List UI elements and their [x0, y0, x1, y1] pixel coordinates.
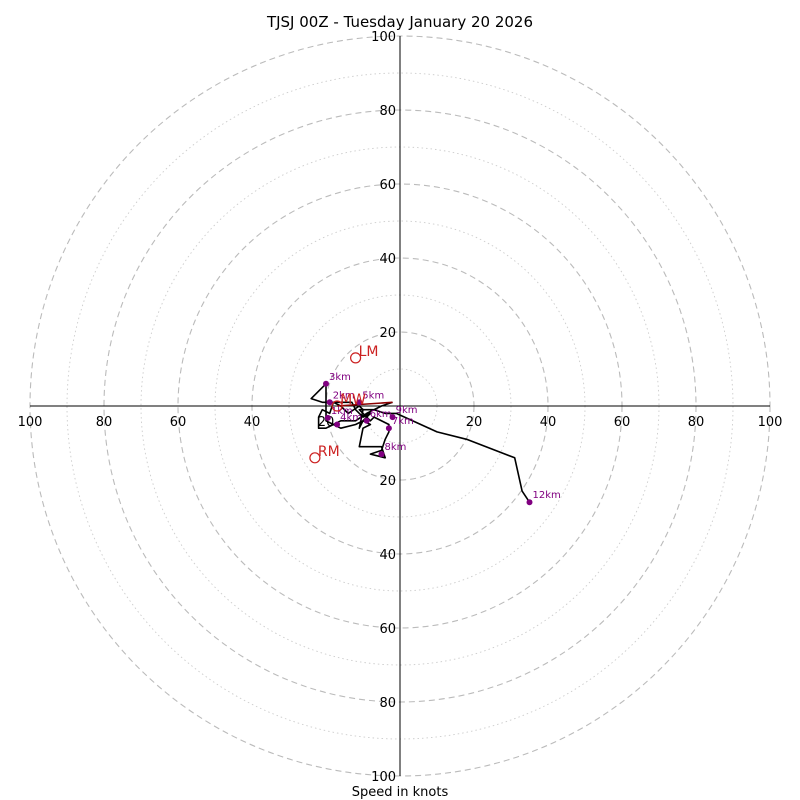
- height-marker-label: 5km: [362, 390, 384, 401]
- y-tick-label: 40: [379, 252, 396, 267]
- height-marker-dot: [526, 499, 533, 506]
- height-marker-dot: [326, 399, 333, 406]
- x-tick-label: 100: [758, 415, 783, 430]
- height-marker-label: 1km: [331, 406, 353, 417]
- height-marker-dot: [323, 380, 329, 387]
- storm-motion-label: RM: [318, 444, 340, 460]
- storm-motion-marker: [331, 400, 343, 412]
- height-marker-dot: [334, 421, 341, 428]
- height-marker-label: 3km: [329, 372, 351, 383]
- height-marker-label: 12km: [533, 490, 561, 501]
- height-marker-label: 6km: [370, 409, 392, 420]
- x-tick-label: 40: [540, 415, 557, 430]
- height-marker-label: 2km: [333, 390, 355, 401]
- storm-motion-label: MW: [340, 392, 366, 408]
- y-tick-label: 80: [379, 696, 396, 711]
- tick-labels: 100 80 60 40 20 20 40 60 80 100100806040202040608…: [18, 30, 783, 785]
- height-marker-dot: [389, 414, 396, 421]
- y-tick-label: 60: [379, 622, 396, 637]
- height-marker-dot: [378, 451, 385, 458]
- y-tick-label: 100: [371, 30, 396, 45]
- height-marker-dot: [356, 399, 363, 406]
- height-marker-label: 4km: [340, 413, 362, 424]
- y-tick-label: 20: [379, 474, 396, 489]
- y-tick-label: 80: [379, 104, 396, 119]
- hodograph-line: [310, 382, 531, 503]
- storm-motion-marker: [309, 452, 321, 464]
- chart-title: TJSJ 00Z - Tuesday January 20 2026: [266, 13, 533, 31]
- x-tick-label: 100: [18, 415, 43, 430]
- mean-wind-segment: [337, 401, 393, 407]
- hodograph-series: [310, 382, 531, 503]
- x-tick-label: 80: [688, 415, 705, 430]
- height-marker-dot: [363, 417, 370, 424]
- height-marker-label: 8km: [385, 442, 407, 453]
- y-tick-label: 100: [371, 770, 396, 785]
- height-marker-dot: [385, 425, 392, 432]
- x-tick-label: 40: [244, 415, 261, 430]
- x-axis-label: Speed in knots: [352, 785, 449, 800]
- x-tick-label: 20: [466, 415, 483, 430]
- y-tick-label: 40: [379, 548, 396, 563]
- storm-motions: LM MW RM: [309, 344, 379, 464]
- x-tick-label: 80: [96, 415, 113, 430]
- storm-motion-marker: [350, 352, 362, 364]
- x-tick-label: 60: [170, 415, 187, 430]
- height-marker-dot: [324, 414, 331, 421]
- y-tick-label: 20: [379, 326, 396, 341]
- x-tick-label: 60: [614, 415, 631, 430]
- y-tick-label: 60: [379, 178, 396, 193]
- height-marker-label: 7km: [392, 416, 414, 427]
- height-marker-label: 9km: [396, 405, 418, 416]
- storm-motion-label: LM: [359, 344, 379, 360]
- axes: [30, 36, 770, 776]
